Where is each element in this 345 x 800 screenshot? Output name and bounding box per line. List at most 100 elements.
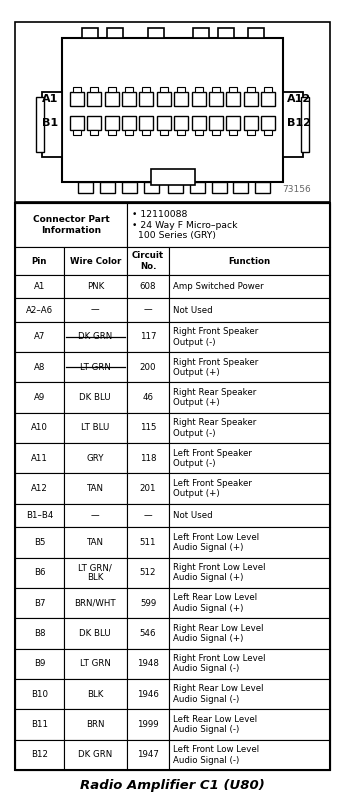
Text: B1–B4: B1–B4 <box>26 511 53 520</box>
Bar <box>218 28 234 38</box>
Bar <box>36 97 44 152</box>
Bar <box>169 322 330 352</box>
Text: • 12110088
• 24 Way F Micro–pack
  100 Series (GRY): • 12110088 • 24 Way F Micro–pack 100 Ser… <box>132 210 237 240</box>
Bar <box>169 740 330 770</box>
Text: A10: A10 <box>31 423 48 433</box>
Bar <box>15 443 64 474</box>
Text: A12: A12 <box>287 94 311 104</box>
Bar <box>247 87 255 92</box>
Text: B5: B5 <box>34 538 45 547</box>
Bar <box>169 443 330 474</box>
Text: 1946: 1946 <box>137 690 159 698</box>
Text: B1: B1 <box>42 118 58 128</box>
Bar <box>15 247 64 275</box>
Bar <box>169 275 330 298</box>
Bar <box>169 382 330 413</box>
Bar <box>127 740 169 770</box>
Bar <box>15 618 64 649</box>
Text: TAN: TAN <box>87 538 104 547</box>
Bar <box>64 679 127 710</box>
Text: B6: B6 <box>34 568 45 578</box>
Bar <box>15 710 64 740</box>
Bar <box>233 182 248 193</box>
Bar <box>15 504 64 527</box>
Text: BRN/WHT: BRN/WHT <box>75 598 116 607</box>
Bar <box>82 28 98 38</box>
Bar <box>64 382 127 413</box>
Bar <box>64 710 127 740</box>
Text: 46: 46 <box>142 393 154 402</box>
Text: LT GRN: LT GRN <box>80 659 111 668</box>
Bar <box>169 679 330 710</box>
Text: A12: A12 <box>31 484 48 493</box>
Bar <box>264 130 272 135</box>
Text: 1948: 1948 <box>137 659 159 668</box>
Bar <box>169 504 330 527</box>
Bar <box>64 352 127 382</box>
Bar <box>190 182 205 193</box>
Bar <box>15 203 127 247</box>
Bar <box>42 92 62 157</box>
Bar <box>15 679 64 710</box>
Bar <box>212 130 220 135</box>
Bar <box>64 247 127 275</box>
Bar <box>174 116 188 130</box>
Bar <box>177 130 185 135</box>
Text: Right Rear Low Level
Audio Signal (+): Right Rear Low Level Audio Signal (+) <box>173 624 264 643</box>
Text: Not Used: Not Used <box>173 306 213 314</box>
Bar <box>127 352 169 382</box>
Text: DK GRN: DK GRN <box>78 332 112 342</box>
Bar <box>100 182 115 193</box>
Text: DK BLU: DK BLU <box>79 393 111 402</box>
Text: 512: 512 <box>140 568 156 578</box>
Bar <box>177 87 185 92</box>
Bar <box>226 92 240 106</box>
Bar <box>105 92 119 106</box>
Bar <box>247 130 255 135</box>
Bar <box>142 87 150 92</box>
Bar <box>193 28 209 38</box>
Text: B11: B11 <box>31 720 48 729</box>
Bar <box>139 116 154 130</box>
Bar <box>169 352 330 382</box>
Bar <box>15 275 64 298</box>
Text: Right Rear Low Level
Audio Signal (-): Right Rear Low Level Audio Signal (-) <box>173 685 264 704</box>
Bar <box>15 203 330 770</box>
Text: Left Rear Low Level
Audio Signal (+): Left Rear Low Level Audio Signal (+) <box>173 594 257 613</box>
Text: 599: 599 <box>140 598 156 607</box>
Text: Wire Color: Wire Color <box>70 257 121 266</box>
Text: Pin: Pin <box>32 257 47 266</box>
Text: A2–A6: A2–A6 <box>26 306 53 314</box>
Bar <box>64 413 127 443</box>
Bar <box>127 618 169 649</box>
Bar <box>169 247 330 275</box>
Bar <box>64 322 127 352</box>
Bar <box>150 169 195 185</box>
Bar <box>191 116 206 130</box>
Text: LT GRN: LT GRN <box>80 362 111 372</box>
Bar <box>62 38 283 182</box>
Text: B12: B12 <box>287 118 311 128</box>
Text: 546: 546 <box>140 629 156 638</box>
Bar <box>127 203 330 247</box>
Text: B9: B9 <box>34 659 45 668</box>
Bar <box>15 382 64 413</box>
Bar <box>64 558 127 588</box>
Bar <box>127 247 169 275</box>
Text: Function: Function <box>229 257 271 266</box>
Bar <box>70 92 84 106</box>
Bar <box>125 87 133 92</box>
Bar <box>107 28 123 38</box>
Text: 201: 201 <box>140 484 156 493</box>
Bar <box>142 130 150 135</box>
Bar <box>169 298 330 322</box>
Bar <box>301 97 309 152</box>
Text: 117: 117 <box>140 332 156 342</box>
Bar <box>64 504 127 527</box>
Bar <box>261 92 275 106</box>
Bar <box>73 87 81 92</box>
Text: Left Front Low Level
Audio Signal (+): Left Front Low Level Audio Signal (+) <box>173 533 259 552</box>
Text: Radio Amplifier C1 (U80): Radio Amplifier C1 (U80) <box>80 779 265 793</box>
Text: DK GRN: DK GRN <box>78 750 112 759</box>
Bar <box>70 116 84 130</box>
